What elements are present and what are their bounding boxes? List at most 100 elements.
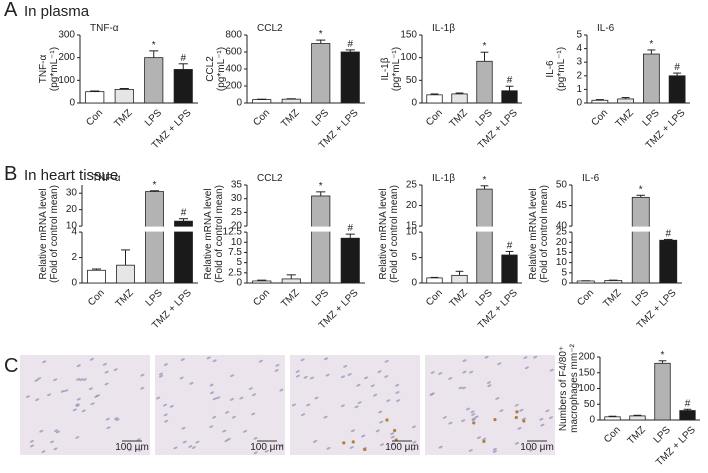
stain (342, 441, 346, 445)
nucleus (229, 398, 235, 401)
nucleus (524, 366, 529, 370)
nucleus (251, 412, 256, 416)
y-tick-label: 40 (556, 221, 568, 232)
nucleus (306, 403, 311, 407)
nucleus (88, 387, 93, 391)
nucleus (158, 372, 164, 376)
nucleus (448, 421, 453, 425)
y-tick-label: 50 (556, 180, 568, 191)
panel-title: In heart tissue (24, 167, 118, 184)
x-tick-label: Con (251, 108, 272, 129)
y-tick-label: 12.5 (223, 227, 243, 238)
panel-title: In plasma (24, 3, 90, 20)
y-tick-label: 100 (400, 52, 417, 63)
bar (679, 410, 696, 421)
y-tick-label: 2.5 (228, 267, 242, 278)
bar (631, 196, 650, 284)
histology-image (20, 355, 150, 455)
nucleus (64, 389, 69, 392)
y-axis-label: macrophages mm⁻² (569, 344, 580, 433)
nucleus (533, 355, 538, 359)
nucleus (291, 403, 297, 407)
y-tick-label: 45 (556, 200, 568, 211)
y-tick-label: 0 (69, 98, 75, 109)
nucleus (539, 417, 544, 421)
nucleus (47, 393, 52, 397)
nucleus (309, 376, 315, 380)
nucleus (347, 373, 352, 376)
nucleus (275, 364, 280, 367)
nucleus (499, 409, 504, 412)
nucleus (497, 362, 502, 365)
nucleus (492, 450, 497, 453)
nucleus (438, 445, 443, 449)
x-tick-label: Con (84, 108, 105, 129)
nucleus (72, 408, 77, 412)
bar (501, 90, 518, 104)
bar (591, 99, 609, 104)
bar (604, 280, 623, 284)
nucleus (349, 446, 354, 449)
histology-image (155, 355, 285, 455)
bar (668, 75, 686, 104)
bar (311, 43, 331, 104)
x-tick-label: TMZ (114, 288, 136, 310)
nucleus (395, 391, 400, 394)
y-tick-label: 2 (576, 70, 582, 81)
y-tick-label: 200 (578, 352, 595, 363)
y-tick-label: 30 (231, 193, 243, 204)
nucleus (514, 442, 519, 445)
nucleus (487, 384, 492, 387)
y-tick-label: 0 (411, 278, 417, 289)
significance-mark: # (507, 240, 513, 251)
nucleus (42, 360, 47, 364)
nucleus (396, 399, 401, 402)
nucleus (253, 451, 258, 455)
significance-mark: * (319, 181, 323, 192)
nucleus (212, 415, 217, 419)
nucleus (230, 374, 235, 377)
y-axis-label: IL-1β (380, 57, 391, 80)
nucleus (438, 372, 443, 375)
nucleus (379, 420, 384, 424)
nucleus (545, 409, 550, 413)
y-axis-label: TNF-α (38, 55, 49, 84)
nucleus (81, 409, 86, 413)
nucleus (300, 358, 305, 362)
y-tick-label: 200 (225, 81, 242, 92)
nucleus (222, 429, 227, 433)
x-tick-label: LPS (474, 287, 495, 308)
nucleus (471, 417, 476, 421)
nucleus (159, 374, 164, 378)
nucleus (164, 419, 169, 423)
y-tick-label: 150 (400, 30, 417, 41)
nucleus (326, 447, 331, 450)
significance-mark: * (639, 184, 643, 195)
x-tick-label: Con (589, 108, 610, 129)
y-tick-label: 100 (578, 383, 595, 394)
nucleus (301, 413, 306, 416)
nucleus (106, 426, 111, 430)
x-tick-label: Con (251, 288, 272, 309)
nucleus (37, 377, 42, 380)
nucleus (514, 403, 519, 407)
y-tick-label: 20 (66, 204, 78, 215)
nucleus (370, 384, 375, 388)
bar (426, 94, 443, 104)
significance-mark: * (152, 40, 156, 51)
y-tick-label: 300 (58, 30, 75, 41)
y-tick-label: 5 (236, 257, 242, 268)
nucleus (54, 429, 59, 432)
scale-bar-label: 100 μm (385, 442, 419, 453)
y-tick-label: 150 (578, 367, 595, 378)
significance-mark: * (649, 39, 653, 50)
nucleus (216, 396, 221, 400)
nucleus (206, 356, 211, 360)
y-tick-label: 20 (556, 237, 568, 248)
significance-mark: * (319, 29, 323, 40)
significance-mark: # (507, 75, 513, 86)
stain (472, 421, 476, 425)
chart-title: IL-6 (597, 23, 615, 34)
nucleus (75, 436, 80, 439)
significance-mark: * (153, 180, 157, 191)
